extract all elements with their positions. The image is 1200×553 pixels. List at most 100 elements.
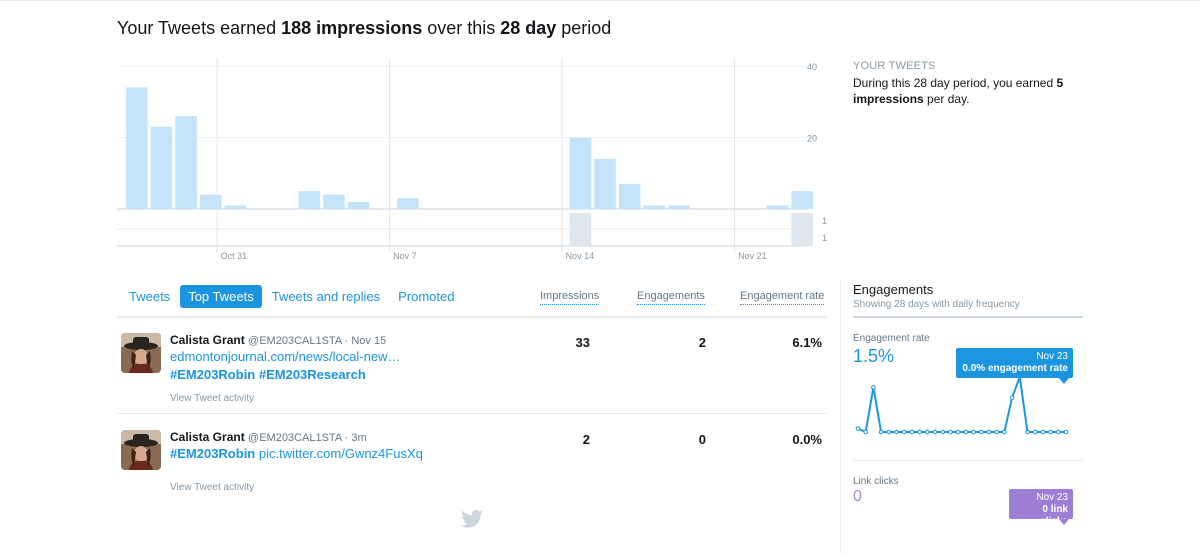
sparkline-line [857,376,1066,434]
tweet-list-divider [117,316,827,318]
engagement-rate-sparkline-svg [855,374,1069,435]
y-tick-label: 40 [807,62,817,72]
tweet-engagements: 0 [698,432,706,447]
sparkline-point [863,429,869,435]
engagement-bar [791,213,813,246]
tab-tweets-and-replies[interactable]: Tweets and replies [271,288,381,304]
tweet-meta: @EM203CAL1STA · Nov 15 [248,335,387,347]
engagements-subtitle: Showing 28 days with daily frequency [853,299,1020,310]
tweet-header: Calista Grant @EM203CAL1STA · 3m [170,430,430,444]
impression-bar [199,194,222,209]
tweet-hashtags[interactable]: #EM203Robin #EM203Research [170,367,366,382]
sparkline-point [878,429,884,435]
page-title: Your Tweets earned 188 impressions over … [117,18,612,38]
impression-bar [298,191,321,209]
sparkline-point [1032,429,1038,435]
tweet-body: Calista Grant @EM203CAL1STA · Nov 15 edm… [170,333,430,404]
sparkline-point [917,429,922,435]
sparkline-point [1048,429,1053,435]
tab-top-tweets[interactable]: Top Tweets [180,284,262,308]
impression-bar [347,201,370,209]
tweet-hashtags[interactable]: #EM203Robin pic.twitter.com/Gwnz4FusXq [170,446,423,461]
view-tweet-activity-link[interactable]: View Tweet activity [170,393,255,404]
tab-promoted[interactable]: Promoted [398,288,455,304]
tweet-impressions: 2 [582,432,590,447]
impression-bar [323,194,345,209]
sparkline-point [948,429,953,435]
sparkline-point [963,429,969,435]
impression-bar [150,126,173,209]
impression-bar [397,198,419,209]
sparkline-point [1002,429,1007,435]
engagements-column-header[interactable]: Engagements [637,290,705,305]
impressions-column-header[interactable]: Impressions [540,290,600,305]
tooltip-arrow [1059,519,1069,525]
tweet-tabs: Tweets Top Tweets Tweets and replies Pro… [121,284,465,308]
impressions-chart: 40 20 1 1 Oct 31 Nov 7 Nov 14 Nov 21 [117,58,830,268]
impression-bar [791,191,813,209]
link-clicks-label: Link clicks [853,476,899,487]
sparkline-point [940,429,946,435]
sparkline-point [932,429,938,435]
tweet-row-divider [117,413,827,414]
sparkline-point [994,429,999,435]
tab-tweets[interactable]: Tweets [129,288,171,304]
panel-divider [840,280,841,553]
engagement-rate-value: 1.5% [853,346,895,366]
impressions-chart-svg: 40 20 1 1 Oct 31 Nov 7 Nov 14 Nov 21 [117,58,827,261]
impression-bar [224,205,247,209]
sparkline-point [855,426,861,431]
sparkline-point [894,429,899,435]
tweet-engagements: 2 [698,335,706,350]
sparkline-point [901,429,907,435]
engagements-divider [853,316,1083,318]
sparkline-point [1009,395,1015,400]
sparkline-point [1025,429,1030,435]
x-tick-label: Nov 14 [566,251,595,261]
sparkline-point [886,429,892,435]
engagement-bar [569,213,592,246]
tweet-body: Calista Grant @EM203CAL1STA · 3m #EM203R… [170,430,430,493]
engagement-tick-label: 1 [822,216,827,226]
impression-bar [618,183,641,209]
tweet-link[interactable]: edmontonjournal.com/news/local-new… [170,349,401,364]
panel-section-divider [853,460,1083,461]
tweet-header: Calista Grant @EM203CAL1STA · Nov 15 [170,333,430,347]
sparkline-point [925,429,930,435]
sparkline-point [1055,429,1061,435]
tweet-meta: @EM203CAL1STA · 3m [248,432,367,444]
sparkline-point [871,385,876,390]
impression-bar [594,158,616,209]
avatar[interactable] [121,333,161,373]
tooltip-arrow [1059,378,1069,384]
tweet-engagement-rate: 6.1% [792,335,822,350]
your-tweets-description: During this 28 day period, you earned 5 … [853,76,1064,106]
avatar[interactable] [121,430,161,470]
top-divider [0,0,1200,1]
engagement-rate-column-header[interactable]: Engagement rate [740,290,825,305]
x-tick-label: Nov 21 [738,251,767,261]
sparkline-point [1063,429,1069,435]
tweet-author-name[interactable]: Calista Grant [170,333,245,347]
your-tweets-summary: YOUR TWEETS During this 28 day period, y… [853,60,1083,107]
sparkline-point [909,429,915,435]
engagement-rate-tooltip: Nov 23 0.0% engagement rate [956,348,1073,378]
engagement-tick-label: 1 [822,233,827,243]
x-tick-label: Nov 7 [393,251,417,261]
view-tweet-activity-link[interactable]: View Tweet activity [170,482,255,493]
x-tick-label: Oct 31 [221,251,248,261]
link-clicks-tooltip: Nov 23 0 link clicks [1009,489,1073,527]
engagement-rate-label: Engagement rate [853,333,930,344]
link-clicks-value: 0 [853,488,862,505]
sparkline-point [986,429,992,435]
tweet-impressions: 33 [575,335,590,350]
impression-bar [126,87,148,209]
impression-bar [569,137,592,209]
tweet-author-name[interactable]: Calista Grant [170,430,245,444]
engagement-rate-sparkline [853,372,1083,457]
sparkline-point [955,429,961,435]
engagements-title: Engagements [853,282,934,297]
sparkline-point [1040,429,1046,435]
tweet-engagement-rate: 0.0% [792,432,822,447]
y-tick-label: 20 [807,134,817,144]
